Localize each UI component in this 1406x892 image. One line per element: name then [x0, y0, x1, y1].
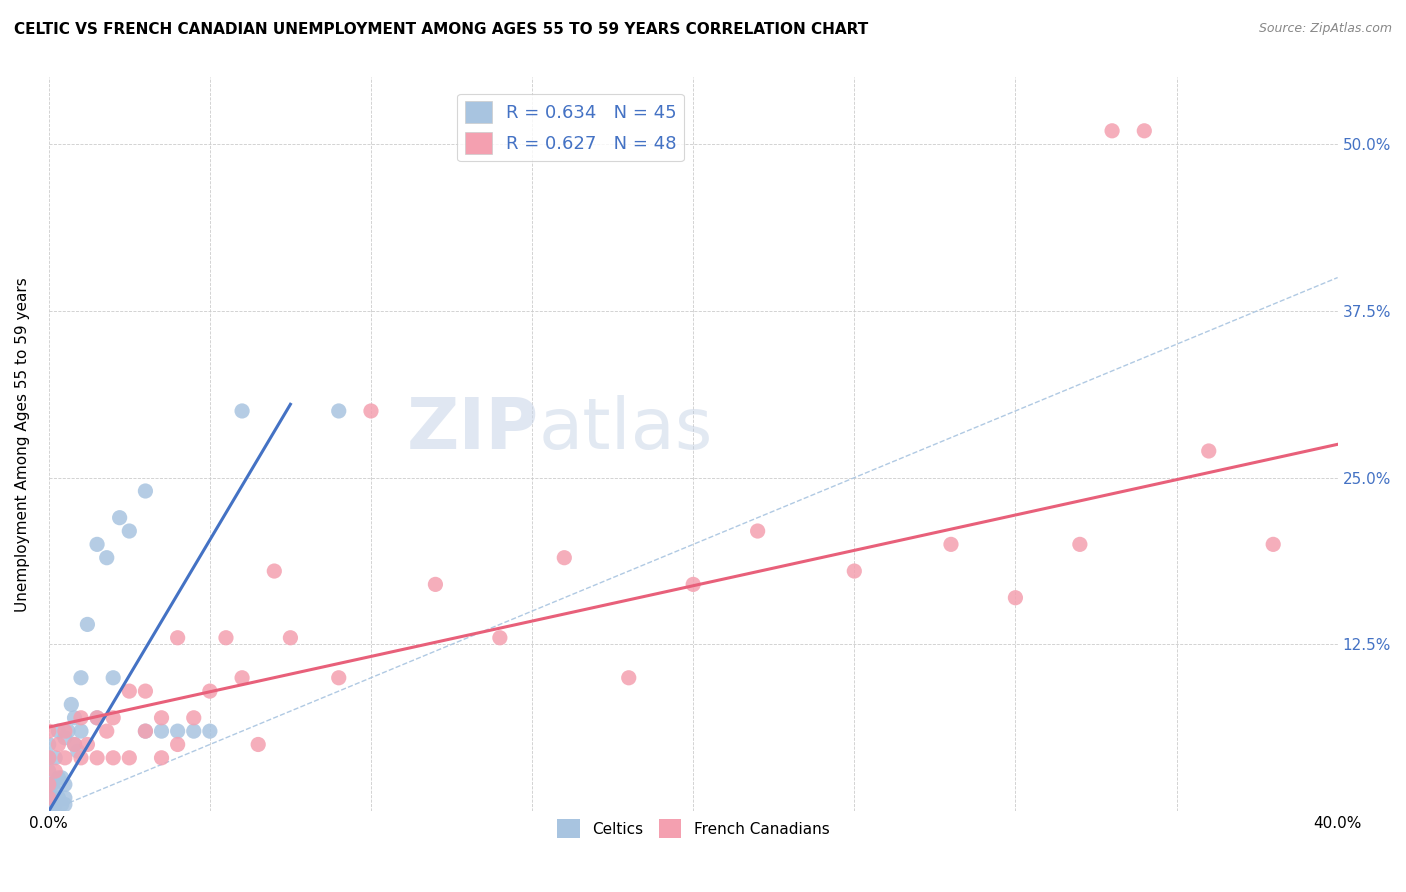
Point	[198, 684, 221, 698]
Point	[38, 797, 60, 812]
Point	[53, 724, 76, 739]
Point	[41, 804, 63, 818]
Point	[51, 771, 73, 785]
Point	[263, 564, 285, 578]
Point	[44, 751, 66, 765]
Point	[96, 550, 118, 565]
Point	[183, 724, 205, 739]
Point	[360, 404, 382, 418]
Point	[134, 483, 156, 498]
Point	[70, 671, 93, 685]
Point	[166, 724, 188, 739]
Point	[38, 804, 60, 818]
Point	[215, 631, 238, 645]
Point	[231, 404, 253, 418]
Point	[134, 724, 156, 739]
Point	[38, 751, 60, 765]
Point	[86, 711, 108, 725]
Point	[41, 777, 63, 791]
Point	[48, 771, 70, 785]
Point	[44, 797, 66, 812]
Point	[51, 797, 73, 812]
Point	[328, 404, 350, 418]
Point	[103, 711, 125, 725]
Point	[328, 671, 350, 685]
Point	[183, 711, 205, 725]
Point	[41, 790, 63, 805]
Point	[44, 764, 66, 779]
Point	[60, 698, 83, 712]
Point	[118, 524, 141, 538]
Point	[553, 550, 575, 565]
Point	[166, 738, 188, 752]
Point	[1069, 537, 1091, 551]
Point	[48, 724, 70, 739]
Point	[53, 777, 76, 791]
Point	[38, 724, 60, 739]
Point	[682, 577, 704, 591]
Point	[86, 751, 108, 765]
Point	[134, 724, 156, 739]
Legend: Celtics, French Canadians: Celtics, French Canadians	[551, 813, 835, 844]
Point	[70, 711, 93, 725]
Point	[38, 790, 60, 805]
Point	[1263, 537, 1285, 551]
Point	[38, 751, 60, 765]
Point	[63, 711, 86, 725]
Point	[38, 790, 60, 805]
Point	[231, 671, 253, 685]
Point	[38, 738, 60, 752]
Point	[118, 684, 141, 698]
Point	[103, 751, 125, 765]
Point	[280, 631, 302, 645]
Point	[1133, 124, 1156, 138]
Point	[70, 751, 93, 765]
Point	[150, 751, 173, 765]
Point	[96, 724, 118, 739]
Point	[247, 738, 270, 752]
Point	[38, 777, 60, 791]
Point	[56, 724, 79, 739]
Point	[38, 764, 60, 779]
Point	[108, 510, 131, 524]
Point	[150, 724, 173, 739]
Point	[198, 724, 221, 739]
Point	[747, 524, 769, 538]
Point	[53, 797, 76, 812]
Point	[86, 711, 108, 725]
Point	[1101, 124, 1123, 138]
Point	[617, 671, 640, 685]
Point	[939, 537, 962, 551]
Point	[38, 784, 60, 798]
Point	[166, 631, 188, 645]
Y-axis label: Unemployment Among Ages 55 to 59 years: Unemployment Among Ages 55 to 59 years	[15, 277, 30, 612]
Point	[134, 684, 156, 698]
Point	[76, 738, 98, 752]
Text: atlas: atlas	[538, 395, 713, 464]
Point	[1004, 591, 1026, 605]
Point	[425, 577, 447, 591]
Point	[53, 790, 76, 805]
Point	[44, 784, 66, 798]
Point	[103, 671, 125, 685]
Point	[150, 711, 173, 725]
Point	[53, 731, 76, 745]
Point	[844, 564, 866, 578]
Point	[70, 724, 93, 739]
Point	[76, 617, 98, 632]
Point	[86, 537, 108, 551]
Point	[53, 751, 76, 765]
Point	[1198, 444, 1220, 458]
Text: Source: ZipAtlas.com: Source: ZipAtlas.com	[1258, 22, 1392, 36]
Text: CELTIC VS FRENCH CANADIAN UNEMPLOYMENT AMONG AGES 55 TO 59 YEARS CORRELATION CHA: CELTIC VS FRENCH CANADIAN UNEMPLOYMENT A…	[14, 22, 869, 37]
Point	[66, 744, 89, 758]
Point	[489, 631, 512, 645]
Text: ZIP: ZIP	[406, 395, 538, 464]
Point	[48, 738, 70, 752]
Point	[63, 738, 86, 752]
Point	[118, 751, 141, 765]
Point	[38, 777, 60, 791]
Point	[48, 790, 70, 805]
Point	[63, 738, 86, 752]
